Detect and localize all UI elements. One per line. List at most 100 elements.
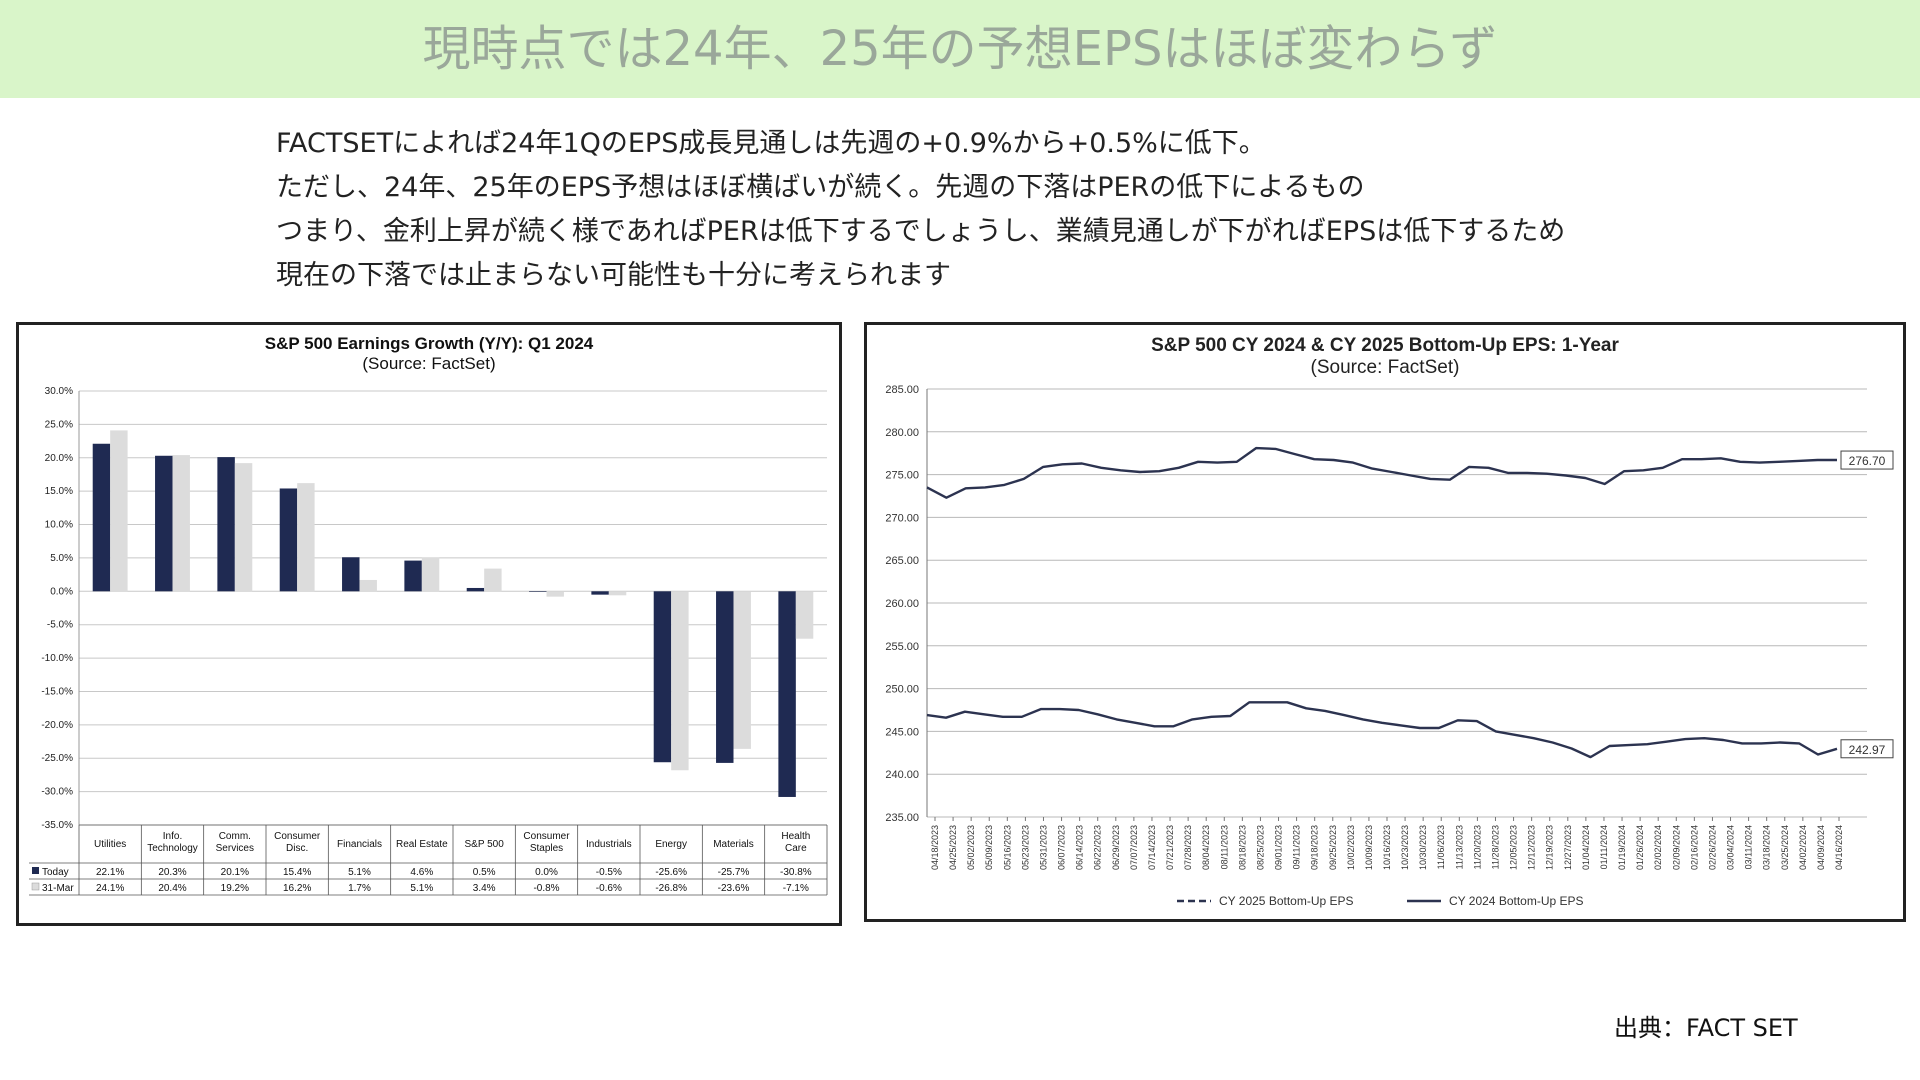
line-xtick-label: 02/26/2024: [1707, 825, 1717, 870]
line-xtick-label: 02/16/2024: [1689, 825, 1699, 870]
bar-31-mar: [484, 568, 502, 592]
earnings-growth-chart-panel: S&P 500 Earnings Growth (Y/Y): Q1 2024 (…: [16, 322, 842, 926]
line-xtick-label: 10/30/2023: [1418, 825, 1428, 870]
line-xtick-label: 05/02/2023: [966, 825, 976, 870]
table-category-label: Care: [785, 843, 807, 854]
line-xtick-label: 11/20/2023: [1472, 825, 1482, 869]
line-xtick-label: 10/16/2023: [1382, 825, 1392, 870]
line-xtick-label: 03/04/2024: [1726, 825, 1736, 870]
bar-ytick-label: -5.0%: [47, 620, 73, 631]
line-ytick-label: 265.00: [885, 555, 919, 567]
table-category-label: Staples: [530, 843, 563, 854]
legend-label: CY 2024 Bottom-Up EPS: [1449, 894, 1584, 908]
line-end-label-box: [1840, 739, 1894, 759]
bar-31-mar: [733, 591, 751, 749]
bar-ytick-label: -25.0%: [41, 753, 73, 764]
body-line-3: つまり、金利上昇が続く様であればPERは低下するでしょうし、業績見通しが下がれば…: [276, 216, 1566, 247]
line-ytick-label: 260.00: [885, 598, 919, 610]
bar-31-mar: [110, 430, 128, 592]
bar-today: [92, 443, 111, 592]
line-xtick-label: 11/06/2023: [1436, 825, 1446, 869]
table-category-label: Consumer: [274, 831, 321, 842]
table-value: 5.1%: [410, 883, 433, 894]
line-xtick-label: 02/02/2024: [1653, 825, 1663, 870]
line-xtick-label: 07/14/2023: [1147, 825, 1157, 870]
table-value: 5.1%: [348, 867, 371, 878]
line-xtick-label: 05/31/2023: [1038, 825, 1048, 870]
table-category-label: Energy: [655, 839, 687, 850]
bar-ytick-label: 10.0%: [45, 520, 73, 531]
line-xtick-label: 07/21/2023: [1165, 825, 1175, 870]
bar-today: [279, 488, 298, 592]
table-category-label: Health: [781, 831, 810, 842]
table-category-label: S&P 500: [465, 839, 505, 850]
line-series-cy2024: [926, 701, 1838, 759]
table-legend-label: Today: [42, 867, 69, 878]
table-category-label: Consumer: [523, 831, 570, 842]
line-xtick-label: 09/11/2023: [1292, 825, 1302, 869]
table-value: -30.8%: [780, 867, 812, 878]
table-value: 0.0%: [535, 867, 558, 878]
bar-31-mar: [608, 591, 627, 596]
line-ytick-label: 285.00: [885, 384, 919, 396]
line-end-label-box: [1840, 450, 1894, 470]
line-xtick-label: 09/01/2023: [1274, 825, 1284, 870]
line-xtick-label: 02/09/2024: [1671, 825, 1681, 870]
table-value: 24.1%: [96, 883, 124, 894]
table-value: -7.1%: [783, 883, 809, 894]
bar-today: [778, 591, 796, 797]
title-band: [0, 0, 1920, 98]
line-xtick-label: 05/09/2023: [984, 825, 994, 870]
line-xtick-label: 06/07/2023: [1057, 825, 1067, 870]
line-chart-title: S&P 500 CY 2024 & CY 2025 Bottom-Up EPS:…: [1151, 335, 1619, 356]
table-value: 1.7%: [348, 883, 371, 894]
table-value: -23.6%: [718, 883, 750, 894]
table-category-label: Utilities: [94, 839, 126, 850]
bar-ytick-label: 5.0%: [50, 553, 73, 564]
line-end-label: 276.70: [1849, 454, 1886, 468]
bar-31-mar: [671, 591, 689, 771]
bar-ytick-label: -15.0%: [41, 686, 73, 697]
bar-today: [529, 591, 547, 592]
table-value: 22.1%: [96, 867, 124, 878]
table-category-label: Technology: [147, 843, 198, 854]
line-xtick-label: 08/18/2023: [1237, 825, 1247, 870]
line-xtick-label: 12/12/2023: [1527, 825, 1537, 870]
line-ytick-label: 280.00: [885, 427, 919, 439]
line-xtick-label: 06/29/2023: [1111, 825, 1121, 870]
line-xtick-label: 10/02/2023: [1346, 825, 1356, 870]
bottom-up-eps-chart-panel: S&P 500 CY 2024 & CY 2025 Bottom-Up EPS:…: [864, 322, 1906, 922]
table-value: 16.2%: [283, 883, 311, 894]
line-xtick-label: 03/11/2024: [1744, 825, 1754, 869]
bar-today: [404, 560, 422, 592]
bar-31-mar: [795, 591, 814, 639]
bar-today: [591, 591, 609, 595]
line-xtick-label: 07/28/2023: [1183, 825, 1193, 870]
bar-today: [155, 455, 173, 592]
bar-today: [342, 557, 360, 592]
bar-today: [653, 591, 672, 763]
bar-31-mar: [172, 455, 190, 592]
table-value: 0.5%: [473, 867, 496, 878]
line-xtick-label: 10/09/2023: [1364, 825, 1374, 870]
table-category-label: Info.: [163, 831, 182, 842]
table-value: -25.6%: [655, 867, 687, 878]
line-ytick-label: 240.00: [885, 769, 919, 781]
line-xtick-label: 12/05/2023: [1509, 825, 1519, 870]
line-xtick-label: 08/25/2023: [1255, 825, 1265, 870]
line-ytick-label: 270.00: [885, 512, 919, 524]
bar-ytick-label: 20.0%: [45, 453, 73, 464]
line-xtick-label: 04/25/2023: [948, 825, 958, 870]
bar-today: [716, 591, 734, 763]
table-value: 20.4%: [158, 883, 186, 894]
line-xtick-label: 09/18/2023: [1310, 825, 1320, 870]
bar-31-mar: [546, 591, 564, 597]
line-xtick-label: 04/18/2023: [930, 825, 940, 870]
line-xtick-label: 04/16/2024: [1834, 825, 1844, 870]
table-category-label: Industrials: [586, 839, 632, 850]
line-xtick-label: 07/07/2023: [1129, 825, 1139, 870]
bar-today: [466, 587, 485, 592]
bar-ytick-label: -10.0%: [41, 653, 73, 664]
legend-label: CY 2025 Bottom-Up EPS: [1219, 894, 1354, 908]
bottom-up-eps-line-chart: S&P 500 CY 2024 & CY 2025 Bottom-Up EPS:…: [885, 335, 1894, 908]
